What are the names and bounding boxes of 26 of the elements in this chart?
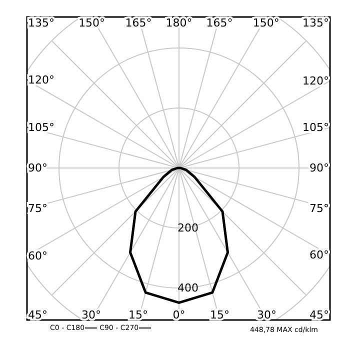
spoke-label: 45°	[28, 308, 48, 322]
spoke-label: 165°	[125, 16, 152, 30]
spoke-label: 90°	[28, 162, 48, 174]
spoke-label: 15°	[128, 308, 148, 322]
spoke-label: 150°	[252, 16, 280, 30]
y-tick-label: 400	[178, 282, 198, 294]
spoke-label: 105°	[28, 120, 54, 134]
spoke-label: 45°	[310, 308, 329, 322]
y-tick-label: 200	[178, 222, 198, 234]
spoke-label: 75°	[28, 202, 48, 216]
spoke-label: 60°	[310, 248, 329, 262]
spoke-label: 105°	[302, 121, 329, 134]
spoke-label: 30°	[81, 308, 101, 322]
spoke-label: 0°	[172, 308, 186, 322]
spoke-label: 180°	[166, 16, 192, 30]
spoke-label: 90°	[310, 162, 329, 174]
spoke-label: 75°	[310, 202, 329, 215]
spoke-label: 30°	[257, 308, 277, 322]
spoke-label: 135°	[28, 16, 54, 30]
spoke-label: 15°	[210, 308, 230, 322]
spoke-label: 120°	[302, 74, 329, 88]
spoke-label: 150°	[78, 16, 106, 30]
spoke-label: 120°	[28, 74, 54, 87]
spoke-label: 60°	[28, 249, 48, 262]
spoke-label: 165°	[206, 16, 233, 30]
spoke-label: 135°	[302, 16, 329, 30]
